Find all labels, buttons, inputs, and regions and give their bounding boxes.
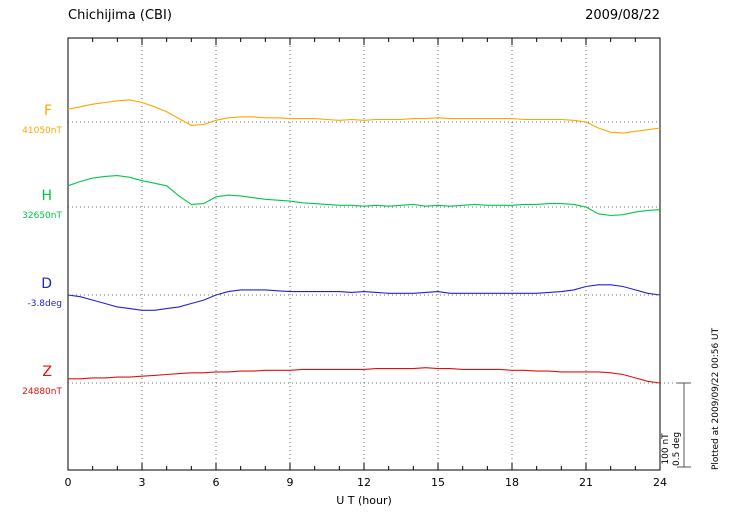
x-tick-label: 15 [431,476,445,489]
x-axis-title: U T (hour) [336,494,392,507]
x-tick-label: 0 [64,476,72,489]
scale-bar-label-deg: 0.5 deg [672,431,682,466]
series-baseline-value-F: 41050nT [22,126,62,136]
series-label-F: F [43,103,52,119]
series-baseline-value-H: 32650nT [22,211,62,221]
trace-D [67,284,661,311]
plotted-at-note: Plotted at 2009/09/22 00:56 UT [711,327,721,470]
series-label-H: H [41,188,52,204]
station-title: Chichijima (CBI) [68,8,172,23]
scale-bar-label-nt: 100 nT [661,433,671,465]
series-baseline-value-D: -3.8deg [27,299,62,309]
x-tick-label: 3 [138,476,146,489]
x-tick-label: 6 [212,476,220,489]
series-baseline-value-Z: 24880nT [22,387,62,397]
scale-bar-labels: 100 nT 0.5 deg [661,432,683,466]
x-tick-label: 21 [579,476,593,489]
trace-H [67,175,661,217]
x-tick-label: 24 [653,476,667,489]
series-label-D: D [41,276,52,292]
trace-F [67,99,661,134]
x-tick-label: 9 [286,476,294,489]
date-label: 2009/08/22 [585,8,660,23]
x-tick-label: 18 [505,476,519,489]
trace-Z [68,367,661,384]
x-tick-label: 12 [357,476,371,489]
series-label-Z: Z [42,364,52,380]
